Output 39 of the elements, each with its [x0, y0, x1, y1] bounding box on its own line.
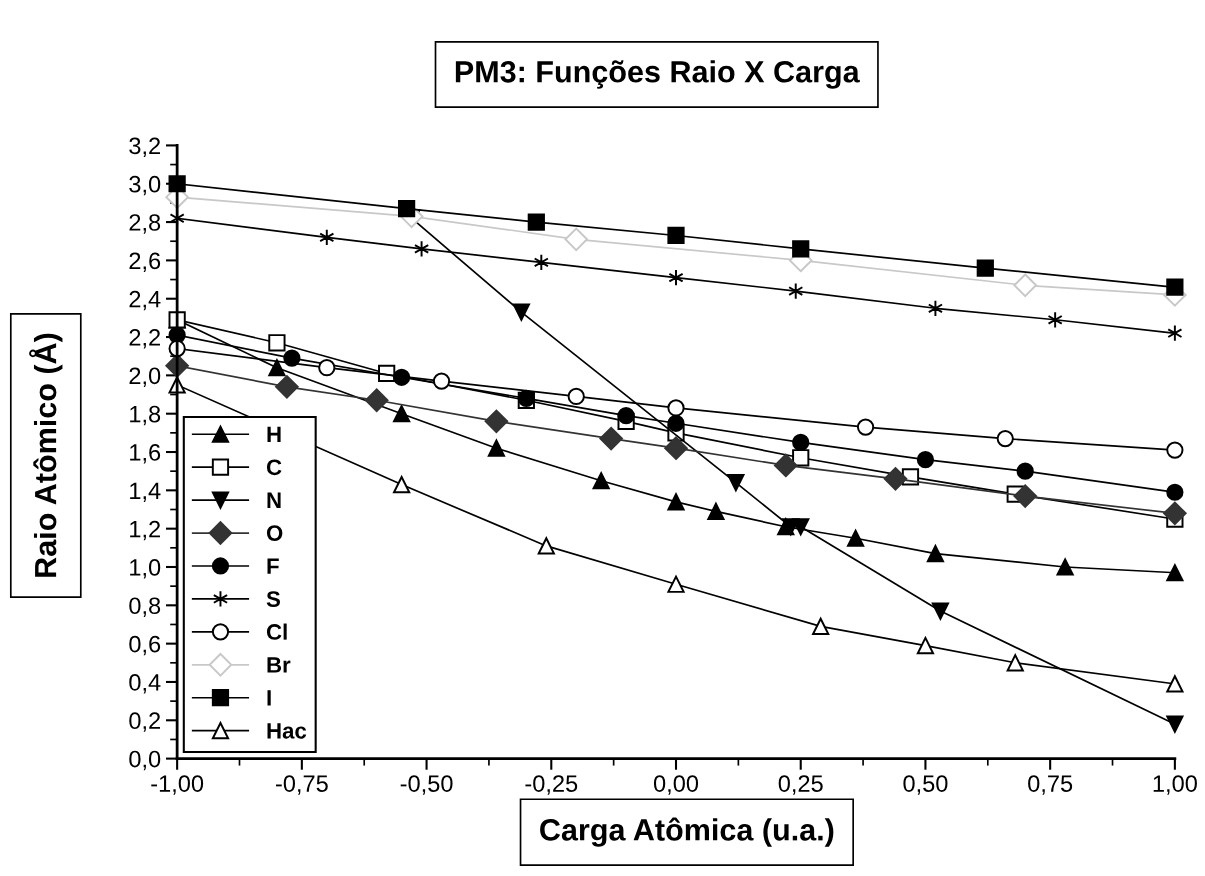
x-tick-label: 0,50 [903, 775, 948, 795]
y-tick-label: 2,6 [129, 252, 161, 272]
x-axis-title: Carga Atômica (u.a.) [540, 817, 834, 847]
y-axis-title: Raio Atômico (Å) [29, 333, 63, 577]
x-tick-label: 1,00 [1153, 775, 1197, 795]
legend-label: N [267, 492, 281, 508]
y-tick-label: 0,6 [129, 635, 161, 656]
y-tick-label: 2,2 [129, 329, 160, 349]
x-tick-label: 0,25 [778, 775, 823, 795]
y-tick-label: 2,8 [129, 214, 161, 234]
y-tick-label: 0,4 [129, 674, 161, 694]
x-tick-label: -0,25 [525, 775, 578, 795]
legend-label: O [266, 525, 283, 542]
legend-label: C [266, 459, 282, 476]
y-tick-label: 0,8 [129, 597, 161, 617]
y-tick-label: 3,0 [129, 175, 161, 196]
y-tick-label: 1,4 [130, 482, 161, 502]
y-tick-label: 0,0 [129, 750, 161, 771]
legend-label: F [267, 558, 279, 574]
chart-title: PM3: Funções Raio X Carga [455, 60, 860, 89]
x-tick-label: 0,00 [653, 775, 699, 795]
x-tick-label: -1,00 [151, 775, 204, 795]
legend-label: H [267, 426, 281, 443]
x-tick-label: -0,50 [400, 775, 453, 795]
y-tick-label: 1,8 [130, 405, 161, 426]
x-tick-label: -0,75 [275, 775, 328, 795]
y-tick-label: 1,2 [130, 520, 160, 541]
legend-label: Br [267, 657, 291, 673]
y-tick-label: 0,2 [129, 712, 160, 732]
y-tick-label: 1,0 [130, 559, 161, 579]
y-tick-label: 1,6 [130, 444, 161, 464]
legend-label: Cl [266, 623, 287, 640]
legend-label: I [267, 690, 271, 706]
legend-label: S [266, 591, 280, 607]
y-tick-label: 3,2 [129, 137, 160, 157]
x-tick-label: 0,75 [1028, 775, 1073, 795]
y-tick-label: 2,0 [129, 367, 161, 387]
legend-label: Hac [267, 723, 307, 739]
y-tick-label: 2,4 [129, 290, 161, 311]
